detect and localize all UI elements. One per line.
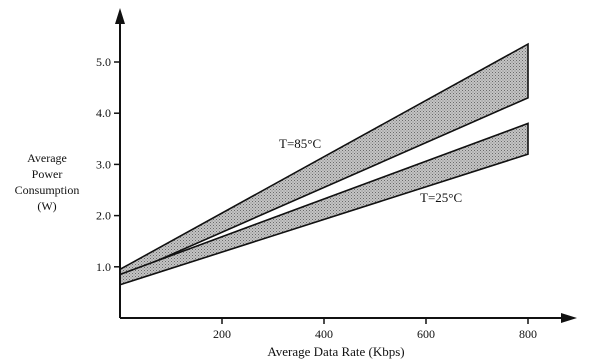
x-tick-label: 200 — [213, 327, 231, 341]
tick-layer: 1.0 2.0 3.0 4.0 5.0 200 400 600 800 — [96, 55, 537, 341]
x-axis-arrow — [561, 313, 577, 323]
y-tick-label: 2.0 — [96, 209, 111, 223]
x-axis-label: Average Data Rate (Kbps) — [267, 344, 404, 359]
y-tick-label: 5.0 — [96, 55, 111, 69]
y-axis-label-line-2: Power — [32, 167, 63, 181]
x-tick-label: 400 — [315, 327, 333, 341]
series-label-25c: T=25°C — [420, 190, 462, 205]
series-label-85c: T=85°C — [279, 136, 321, 151]
y-tick-label: 1.0 — [96, 260, 111, 274]
band-layer — [119, 42, 529, 286]
y-axis-label-line-1: Average — [27, 151, 67, 165]
x-tick-label: 800 — [519, 327, 537, 341]
band-25c — [119, 122, 529, 286]
x-tick-label: 600 — [417, 327, 435, 341]
y-tick-label: 4.0 — [96, 106, 111, 120]
y-tick-label: 3.0 — [96, 157, 111, 171]
y-axis-label-line-3: Consumption — [15, 183, 80, 197]
y-axis-arrow — [115, 8, 125, 24]
y-axis-label-line-4: (W) — [37, 199, 56, 213]
